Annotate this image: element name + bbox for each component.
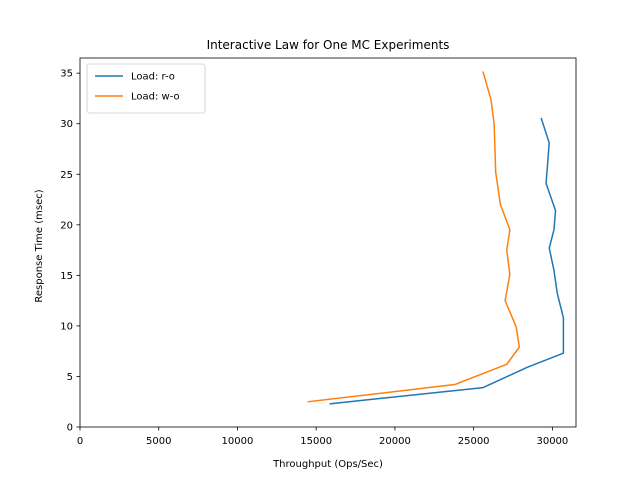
- legend-label-2: Load: w-o: [131, 92, 180, 103]
- y-tick-label: 10: [60, 321, 73, 332]
- x-tick-label: 5000: [146, 436, 171, 447]
- x-tick-label: 0: [77, 436, 83, 447]
- x-tick-label: 15000: [300, 436, 332, 447]
- x-axis-label: Throughput (Ops/Sec): [272, 459, 383, 470]
- y-axis: 0 5 10 15 20 25 30 35: [60, 69, 80, 434]
- y-tick-label: 30: [60, 119, 73, 130]
- chart-title: Interactive Law for One MC Experiments: [207, 38, 450, 52]
- y-tick-label: 5: [67, 372, 73, 383]
- plot-area: [79, 57, 577, 428]
- plot-frame: [79, 57, 577, 428]
- x-tick-label: 25000: [458, 436, 490, 447]
- y-tick-label: 35: [60, 69, 73, 80]
- series-line-2: [307, 71, 521, 403]
- y-tick-label: 25: [60, 170, 73, 181]
- y-axis-label: Response Time (msec): [34, 189, 45, 302]
- legend-label-1: Load: r-o: [131, 72, 175, 83]
- y-tick-label: 15: [60, 271, 73, 282]
- x-axis: 0 5000 10000 15000 20000 25000 30000: [77, 427, 568, 447]
- legend: Load: r-o Load: w-o: [86, 63, 206, 114]
- x-tick-label: 20000: [379, 436, 411, 447]
- y-tick-label: 0: [67, 423, 73, 434]
- series-line-1: [329, 117, 565, 405]
- y-tick-label: 20: [60, 220, 73, 231]
- x-tick-label: 10000: [222, 436, 254, 447]
- x-tick-label: 30000: [536, 436, 568, 447]
